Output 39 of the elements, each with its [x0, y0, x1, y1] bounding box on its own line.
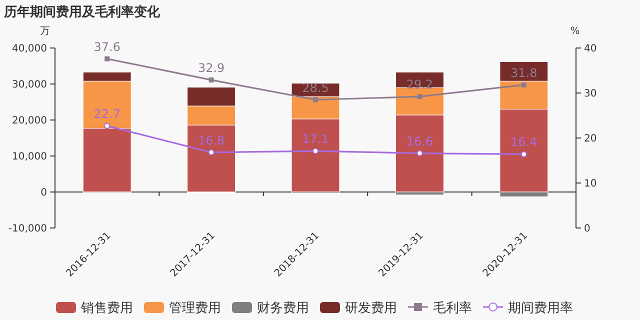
chart-title: 历年期间费用及毛利率变化: [3, 4, 161, 20]
point: [416, 150, 423, 156]
legend-label: 毛利率: [433, 300, 472, 316]
data-label: 17.1: [302, 132, 329, 146]
legend-label: 管理费用: [169, 301, 221, 316]
y2-tick-label: 30: [584, 88, 597, 100]
legend-label: 研发费用: [345, 301, 397, 316]
y-axis-title: 万: [40, 26, 50, 37]
y2-axis-title: %: [570, 26, 580, 37]
point: [104, 122, 110, 129]
y-tick-label: 10,000: [12, 152, 47, 162]
y2-tick-label: 0: [584, 224, 590, 234]
y2-tick-label: 10: [584, 178, 597, 190]
data-label: 16.8: [198, 133, 225, 148]
point: [208, 77, 214, 82]
data-label: 32.9: [198, 60, 225, 75]
y-tick-label: 30,000: [12, 80, 47, 90]
data-label: 28.5: [302, 80, 329, 95]
legend-label: 销售费用: [80, 301, 133, 316]
y-tick-label: 0: [40, 188, 47, 198]
y2-tick-label: 20: [584, 134, 597, 144]
data-label: 37.6: [94, 40, 120, 54]
point: [521, 82, 526, 88]
point: [520, 151, 527, 158]
point: [417, 94, 422, 100]
y-tick-label: 20,000: [12, 116, 47, 126]
data-label: 31.8: [510, 66, 538, 80]
legend-label: 期间费用率: [508, 300, 573, 316]
y-tick-label: 40,000: [12, 44, 47, 54]
data-label: 16.6: [406, 134, 434, 148]
y2-tick-label: 40: [584, 44, 597, 54]
data-label: 16.4: [510, 135, 538, 150]
point: [312, 148, 318, 154]
y-tick-label: -10,000: [8, 224, 47, 234]
point: [208, 149, 214, 156]
data-label: 22.7: [94, 106, 120, 121]
point: [313, 97, 318, 102]
legend-label: 财务费用: [257, 301, 309, 316]
point: [104, 56, 110, 62]
